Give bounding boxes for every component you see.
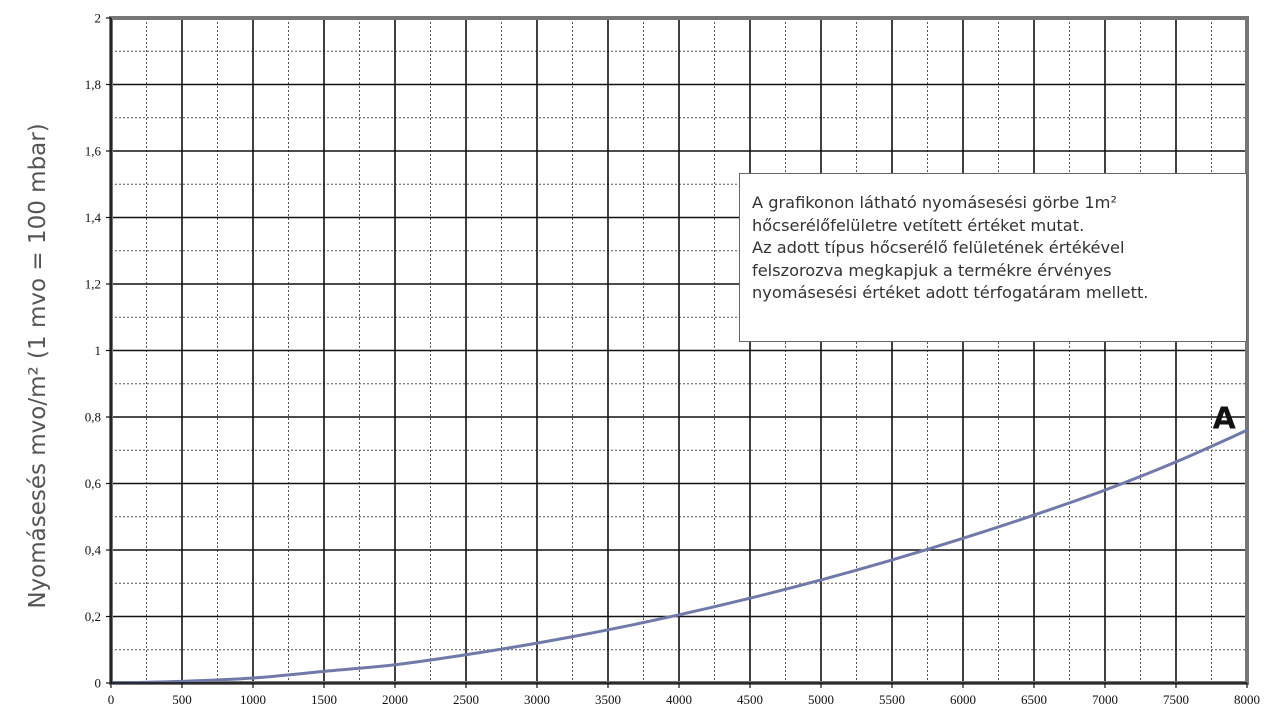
y-tick-label: 1,6 bbox=[85, 144, 102, 159]
annotation-box: A grafikonon látható nyomásesési görbe 1… bbox=[739, 173, 1247, 342]
x-tick-label: 7500 bbox=[1163, 692, 1189, 707]
y-tick-label: 0,8 bbox=[85, 410, 101, 425]
y-axis-label: Nyomásesés mvo/m² (1 mvo = 100 mbar) bbox=[25, 123, 51, 608]
annotation-line: hőcserélőfelületre vetített értéket muta… bbox=[752, 215, 1085, 235]
y-tick-label: 0,6 bbox=[85, 476, 102, 491]
x-tick-label: 4000 bbox=[666, 692, 692, 707]
x-tick-label: 5500 bbox=[879, 692, 905, 707]
y-tick-label: 0,2 bbox=[85, 609, 101, 624]
annotation-line: nyomásesési értéket adott térfogatáram m… bbox=[752, 283, 1149, 302]
x-tick-label: 8000 bbox=[1234, 692, 1260, 707]
y-tick-label: 1 bbox=[95, 343, 102, 358]
x-tick-label: 7000 bbox=[1092, 692, 1118, 707]
series-label-a: A bbox=[1213, 402, 1237, 437]
series-line-a bbox=[110, 428, 1248, 685]
x-tick-label: 1500 bbox=[311, 692, 337, 707]
x-tick-label: 6500 bbox=[1021, 692, 1047, 707]
x-tick-label: 1000 bbox=[240, 692, 266, 707]
x-tick-label: 2000 bbox=[382, 692, 408, 707]
annotation-line: Az adott típus hőcserélő felületének ért… bbox=[752, 238, 1125, 257]
x-tick-label: 3000 bbox=[524, 692, 550, 707]
y-tick-label: 1,4 bbox=[85, 210, 102, 225]
y-tick-label: 0 bbox=[95, 676, 102, 691]
x-tick-label: 4500 bbox=[737, 692, 763, 707]
x-tick-label: 6000 bbox=[950, 692, 976, 707]
annotation-line: felszorozva megkapjuk a termékre érvénye… bbox=[752, 260, 1112, 280]
y-tick-label: 1,2 bbox=[85, 277, 101, 292]
x-tick-label: 2500 bbox=[453, 692, 479, 707]
x-tick-label: 5000 bbox=[808, 692, 834, 707]
y-axis-ticks: 0 0,2 0,4 0,6 0,8 1 1,2 1,4 1,6 1,8 2 bbox=[85, 11, 111, 691]
x-tick-label: 3500 bbox=[595, 692, 621, 707]
annotation-line: A grafikonon látható nyomásesési görbe 1… bbox=[752, 193, 1117, 212]
y-tick-label: 1,8 bbox=[85, 77, 101, 92]
y-tick-label: 2 bbox=[95, 11, 102, 26]
x-tick-label: 0 bbox=[108, 692, 115, 707]
y-tick-label: 0,4 bbox=[85, 543, 102, 558]
x-axis-ticks: 0 500 1000 1500 2000 2500 3000 3500 4000 4500 5000… bbox=[108, 683, 1260, 707]
x-tick-label: 500 bbox=[172, 692, 192, 707]
